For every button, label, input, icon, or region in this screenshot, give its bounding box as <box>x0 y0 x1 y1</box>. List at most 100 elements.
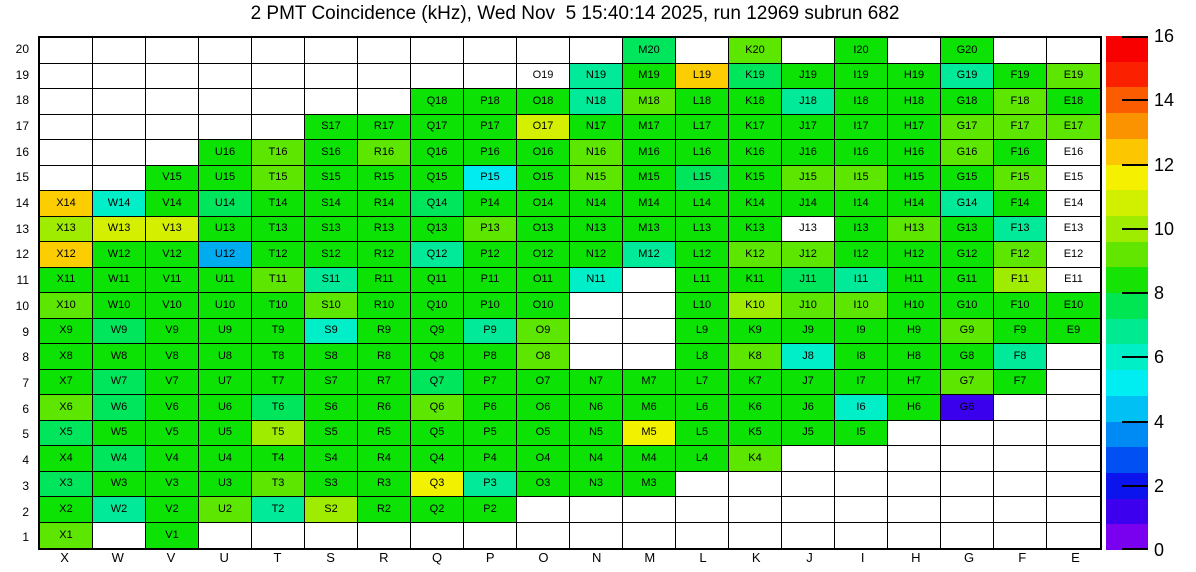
cell-N2-empty <box>570 497 623 523</box>
cell-L17: L17 <box>676 114 729 140</box>
cell-K12: K12 <box>729 242 782 268</box>
cell-X3: X3 <box>40 471 93 497</box>
cell-X7: X7 <box>40 369 93 395</box>
cell-N1-empty <box>570 522 623 548</box>
cell-K3-empty <box>729 471 782 497</box>
cell-U11: U11 <box>199 267 252 293</box>
cell-J17: J17 <box>782 114 835 140</box>
cell-O6: O6 <box>517 395 570 421</box>
cell-Q8: Q8 <box>411 344 464 370</box>
cell-I8: I8 <box>835 344 888 370</box>
x-axis-label-M: M <box>644 550 656 565</box>
cell-Q4: Q4 <box>411 446 464 472</box>
cell-E15: E15 <box>1047 165 1100 191</box>
cell-X16-empty <box>40 140 93 166</box>
cell-N8-empty <box>570 344 623 370</box>
cell-V14: V14 <box>146 191 199 217</box>
cell-R2: R2 <box>358 497 411 523</box>
cell-O19: O19 <box>517 63 570 89</box>
cell-L20-empty <box>676 38 729 64</box>
cell-T16: T16 <box>252 140 305 166</box>
cell-E13: E13 <box>1047 216 1100 242</box>
cell-O11: O11 <box>517 267 570 293</box>
cell-R19-empty <box>358 63 411 89</box>
cell-G6: G6 <box>941 395 994 421</box>
cell-V10: V10 <box>146 293 199 319</box>
cell-L6: L6 <box>676 395 729 421</box>
cell-X17-empty <box>40 114 93 140</box>
cell-G11: G11 <box>941 267 994 293</box>
x-axis-label-V: V <box>166 550 176 565</box>
cell-H17: H17 <box>888 114 941 140</box>
cell-E10: E10 <box>1047 293 1100 319</box>
cell-V18-empty <box>146 89 199 115</box>
cell-H1-empty <box>888 522 941 548</box>
cell-H10: H10 <box>888 293 941 319</box>
cell-O13: O13 <box>517 216 570 242</box>
cell-J16: J16 <box>782 140 835 166</box>
cell-M3: M3 <box>623 471 676 497</box>
cell-V17-empty <box>146 114 199 140</box>
cell-H18: H18 <box>888 89 941 115</box>
cell-V15: V15 <box>146 165 199 191</box>
cell-I20: I20 <box>835 38 888 64</box>
cell-U13: U13 <box>199 216 252 242</box>
cell-L1-empty <box>676 522 729 548</box>
cell-P9: P9 <box>464 318 517 344</box>
y-axis-label-13: 13 <box>15 221 29 236</box>
cell-X12: X12 <box>40 242 93 268</box>
cell-M7: M7 <box>623 369 676 395</box>
cell-N18: N18 <box>570 89 623 115</box>
cell-L19: L19 <box>676 63 729 89</box>
cell-S2: S2 <box>305 497 358 523</box>
cell-O9: O9 <box>517 318 570 344</box>
cell-H12: H12 <box>888 242 941 268</box>
cell-O8: O8 <box>517 344 570 370</box>
cell-W7: W7 <box>93 369 146 395</box>
cell-N20-empty <box>570 38 623 64</box>
cell-X5: X5 <box>40 420 93 446</box>
cell-U20-empty <box>199 38 252 64</box>
cell-W12: W12 <box>93 242 146 268</box>
y-axis-label-1: 1 <box>22 530 29 545</box>
cell-S5: S5 <box>305 420 358 446</box>
cell-I13: I13 <box>835 216 888 242</box>
colorbar-tick-label-0: 0 <box>1154 540 1165 560</box>
cell-N3: N3 <box>570 471 623 497</box>
colorbar-band <box>1106 61 1148 88</box>
cell-Q9: Q9 <box>411 318 464 344</box>
cell-W15-empty <box>93 165 146 191</box>
cell-P11: P11 <box>464 267 517 293</box>
cell-M18: M18 <box>623 89 676 115</box>
cell-R14: R14 <box>358 191 411 217</box>
cell-F20-empty <box>994 38 1047 64</box>
cell-G7: G7 <box>941 369 994 395</box>
cell-L16: L16 <box>676 140 729 166</box>
cell-L2-empty <box>676 497 729 523</box>
cell-N11: N11 <box>570 267 623 293</box>
cell-F17: F17 <box>994 114 1047 140</box>
cell-G13: G13 <box>941 216 994 242</box>
cell-Q10: Q10 <box>411 293 464 319</box>
cell-O12: O12 <box>517 242 570 268</box>
cell-M13: M13 <box>623 216 676 242</box>
cell-X20-empty <box>40 38 93 64</box>
cell-M1-empty <box>623 522 676 548</box>
cell-J11: J11 <box>782 267 835 293</box>
cell-M19: M19 <box>623 63 676 89</box>
cell-U6: U6 <box>199 395 252 421</box>
cell-V12: V12 <box>146 242 199 268</box>
cell-O18: O18 <box>517 89 570 115</box>
cell-M12: M12 <box>623 242 676 268</box>
cell-M15: M15 <box>623 165 676 191</box>
cell-F3-empty <box>994 471 1047 497</box>
cell-N10-empty <box>570 293 623 319</box>
cell-T1-empty <box>252 522 305 548</box>
cell-P18: P18 <box>464 89 517 115</box>
x-axis-label-N: N <box>591 550 602 565</box>
cell-R11: R11 <box>358 267 411 293</box>
cell-E20-empty <box>1047 38 1100 64</box>
cell-V8: V8 <box>146 344 199 370</box>
